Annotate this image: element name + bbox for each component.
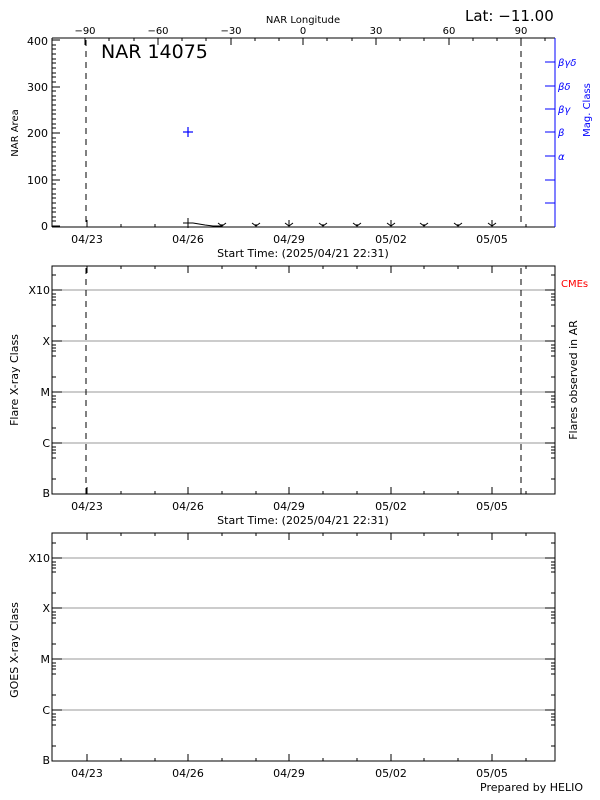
goes-xray-plot: X10 X M C B GOES X-ray Class 04/23 04/26… xyxy=(8,532,556,780)
svg-text:0: 0 xyxy=(300,26,306,37)
svg-text:04/23: 04/23 xyxy=(71,233,103,246)
latitude-label: Lat: −11.00 xyxy=(465,7,554,25)
flare-class-plot: X10 X M C B Flare X-ray Class Flares obs… xyxy=(8,265,588,527)
nar-area-plot: 0 100 200 300 400 NAR Area 04/23 04/26 0… xyxy=(10,35,593,260)
x-axis-labels: 04/23 04/26 04/29 05/02 05/05 xyxy=(71,233,508,246)
longitude-tick-labels: −90 −60 −30 0 30 60 90 xyxy=(74,26,527,37)
svg-text:04/23: 04/23 xyxy=(71,500,103,513)
goes-class-axis-title: GOES X-ray Class xyxy=(8,602,21,698)
svg-text:04/26: 04/26 xyxy=(172,767,204,780)
svg-text:B: B xyxy=(42,754,50,767)
svg-text:04/29: 04/29 xyxy=(273,500,305,513)
svg-text:β: β xyxy=(557,128,565,139)
x-axis-labels: 04/23 04/26 04/29 05/02 05/05 xyxy=(71,500,508,513)
x-axis-title: Start Time: (2025/04/21 22:31) xyxy=(217,514,389,527)
svg-text:04/26: 04/26 xyxy=(172,500,204,513)
svg-text:−60: −60 xyxy=(147,26,168,37)
svg-text:30: 30 xyxy=(370,26,383,37)
svg-text:X10: X10 xyxy=(28,284,50,297)
y-axis-title: NAR Area xyxy=(10,109,21,156)
mag-class-axis-title: Mag. Class xyxy=(582,83,593,137)
flare-class-axis-title: Flare X-ray Class xyxy=(8,334,21,426)
svg-text:βδ: βδ xyxy=(557,82,571,93)
svg-text:100: 100 xyxy=(27,174,48,187)
svg-text:300: 300 xyxy=(27,81,48,94)
gridlines xyxy=(52,289,555,444)
svg-text:M: M xyxy=(41,653,51,666)
svg-text:04/29: 04/29 xyxy=(273,767,305,780)
svg-text:04/23: 04/23 xyxy=(71,767,103,780)
x-axis-title: Start Time: (2025/04/21 22:31) xyxy=(217,247,389,260)
svg-text:M: M xyxy=(41,386,51,399)
mag-class-marker xyxy=(183,127,193,137)
region-title: NAR 14075 xyxy=(101,41,208,63)
svg-text:βγδ: βγδ xyxy=(557,58,576,69)
svg-text:60: 60 xyxy=(443,26,456,37)
svg-text:05/02: 05/02 xyxy=(375,500,407,513)
svg-text:05/05: 05/05 xyxy=(476,767,508,780)
svg-text:−90: −90 xyxy=(74,26,95,37)
svg-text:C: C xyxy=(42,704,50,717)
y-axis-labels: 0 100 200 300 400 xyxy=(27,35,48,233)
svg-text:05/02: 05/02 xyxy=(375,767,407,780)
y-axis-ticks xyxy=(52,39,60,227)
svg-text:04/29: 04/29 xyxy=(273,233,305,246)
svg-text:X10: X10 xyxy=(28,552,50,565)
svg-text:−30: −30 xyxy=(220,26,241,37)
svg-text:0: 0 xyxy=(41,220,48,233)
svg-text:C: C xyxy=(42,437,50,450)
svg-text:X: X xyxy=(42,335,50,348)
mag-class-labels: βγδ βδ βγ β α xyxy=(557,58,576,163)
credit-text: Prepared by HELIO xyxy=(480,781,583,794)
svg-text:90: 90 xyxy=(515,26,528,37)
nar-area-markers xyxy=(183,218,497,228)
svg-text:05/05: 05/05 xyxy=(476,500,508,513)
svg-text:05/05: 05/05 xyxy=(476,233,508,246)
longitude-axis-title: NAR Longitude xyxy=(266,15,340,26)
x-axis-labels: 04/23 04/26 04/29 05/02 05/05 xyxy=(71,767,508,780)
cme-legend: CMEs xyxy=(561,279,588,290)
gridlines xyxy=(52,557,555,711)
goes-class-labels: X10 X M C B xyxy=(28,552,50,767)
flares-observed-title: Flares observed in AR xyxy=(567,320,580,440)
svg-text:βγ: βγ xyxy=(557,105,571,116)
svg-text:200: 200 xyxy=(27,127,48,140)
svg-text:α: α xyxy=(558,152,565,163)
svg-text:04/26: 04/26 xyxy=(172,233,204,246)
svg-text:B: B xyxy=(42,487,50,500)
svg-text:05/02: 05/02 xyxy=(375,233,407,246)
flare-class-labels: X10 X M C B xyxy=(28,284,50,500)
svg-text:400: 400 xyxy=(27,35,48,48)
svg-text:X: X xyxy=(42,602,50,615)
